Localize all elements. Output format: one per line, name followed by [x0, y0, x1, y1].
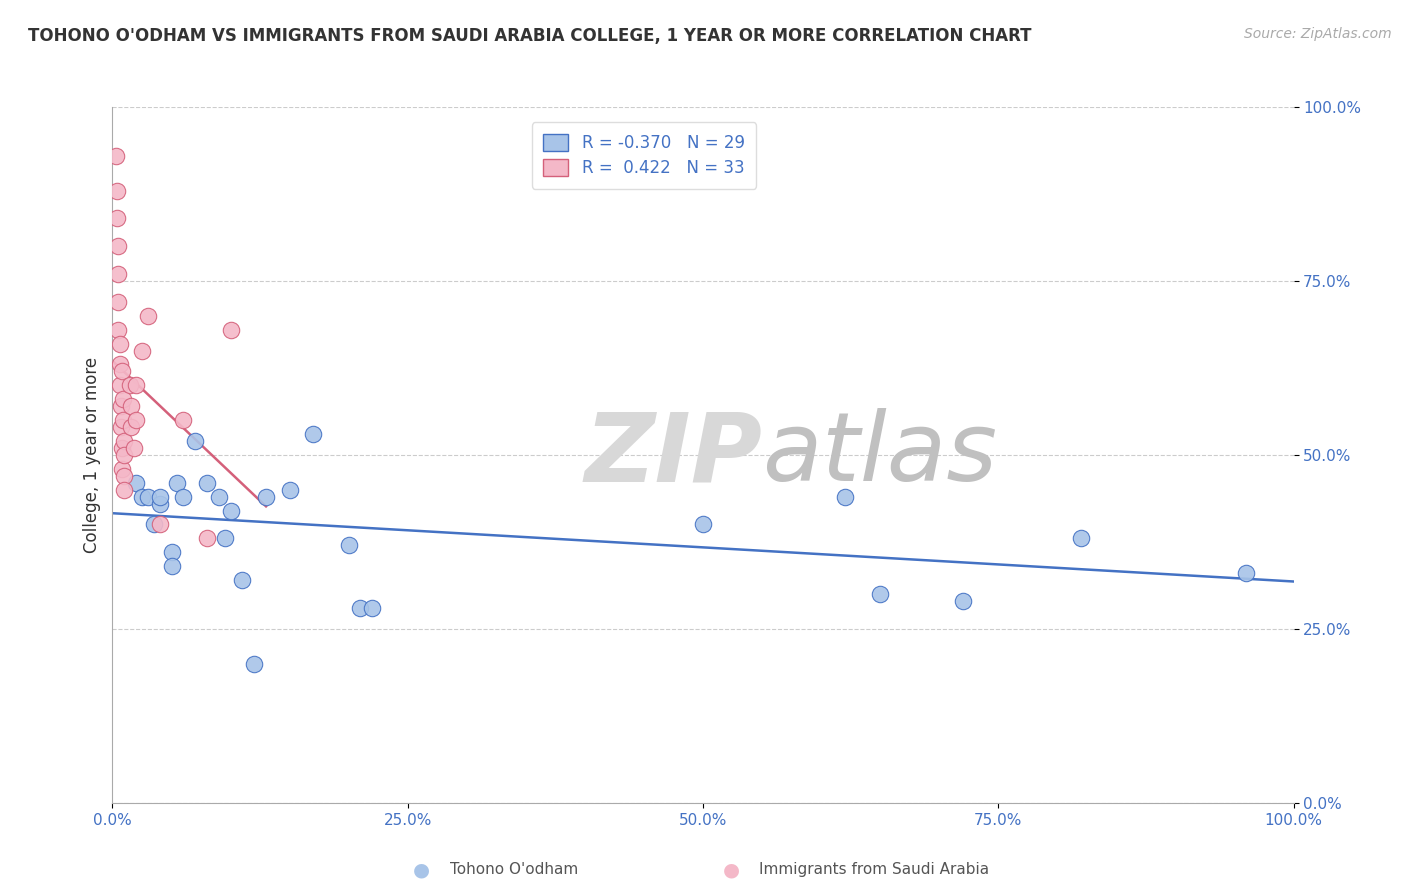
Point — [108, 336, 131, 351]
Text: TOHONO O'ODHAM VS IMMIGRANTS FROM SAUDI ARABIA COLLEGE, 1 YEAR OR MORE CORRELATI: TOHONO O'ODHAM VS IMMIGRANTS FROM SAUDI … — [28, 27, 1032, 45]
Point — [219, 323, 242, 337]
Point — [107, 239, 129, 253]
Y-axis label: College, 1 year or more: College, 1 year or more — [83, 357, 101, 553]
Point — [120, 420, 142, 434]
Point — [149, 497, 172, 511]
Point — [1070, 532, 1092, 546]
Point — [120, 399, 142, 413]
Point — [125, 475, 148, 490]
Point — [142, 517, 165, 532]
Point — [219, 503, 242, 517]
Legend: R = -0.370   N = 29, R =  0.422   N = 33: R = -0.370 N = 29, R = 0.422 N = 33 — [531, 122, 756, 189]
Point — [160, 545, 183, 559]
Point — [160, 559, 183, 574]
Point — [125, 413, 148, 427]
Point — [131, 343, 153, 358]
Point — [172, 413, 194, 427]
Point — [110, 420, 132, 434]
Text: ●: ● — [413, 860, 430, 880]
Point — [107, 294, 129, 309]
Text: Immigrants from Saudi Arabia: Immigrants from Saudi Arabia — [759, 863, 990, 877]
Point — [231, 573, 253, 587]
Point — [125, 378, 148, 392]
Point — [302, 427, 325, 442]
Point — [136, 490, 159, 504]
Point — [131, 490, 153, 504]
Point — [105, 149, 128, 163]
Point — [214, 532, 236, 546]
Point — [208, 490, 231, 504]
Point — [172, 490, 194, 504]
Point — [112, 434, 135, 448]
Point — [107, 323, 129, 337]
Point — [105, 211, 128, 226]
Text: Source: ZipAtlas.com: Source: ZipAtlas.com — [1244, 27, 1392, 41]
Point — [869, 587, 891, 601]
Point — [361, 601, 384, 615]
Text: ZIP: ZIP — [583, 409, 762, 501]
Text: atlas: atlas — [762, 409, 997, 501]
Point — [111, 364, 134, 378]
Point — [254, 490, 277, 504]
Point — [105, 184, 128, 198]
Point — [122, 441, 145, 455]
Point — [834, 490, 856, 504]
Point — [110, 399, 132, 413]
Text: ●: ● — [723, 860, 740, 880]
Point — [108, 358, 131, 372]
Point — [1234, 566, 1257, 581]
Point — [112, 468, 135, 483]
Point — [349, 601, 371, 615]
Point — [243, 657, 266, 671]
Point — [111, 441, 134, 455]
Point — [112, 413, 135, 427]
Point — [149, 517, 172, 532]
Point — [112, 483, 135, 497]
Point — [166, 475, 188, 490]
Point — [195, 532, 218, 546]
Text: Tohono O'odham: Tohono O'odham — [450, 863, 578, 877]
Point — [337, 538, 360, 552]
Point — [278, 483, 301, 497]
Point — [952, 594, 974, 608]
Point — [107, 267, 129, 281]
Point — [111, 462, 134, 476]
Point — [195, 475, 218, 490]
Point — [112, 392, 135, 407]
Point — [149, 490, 172, 504]
Point — [108, 378, 131, 392]
Point — [692, 517, 714, 532]
Point — [184, 434, 207, 448]
Point — [136, 309, 159, 323]
Point — [112, 448, 135, 462]
Point — [120, 378, 142, 392]
